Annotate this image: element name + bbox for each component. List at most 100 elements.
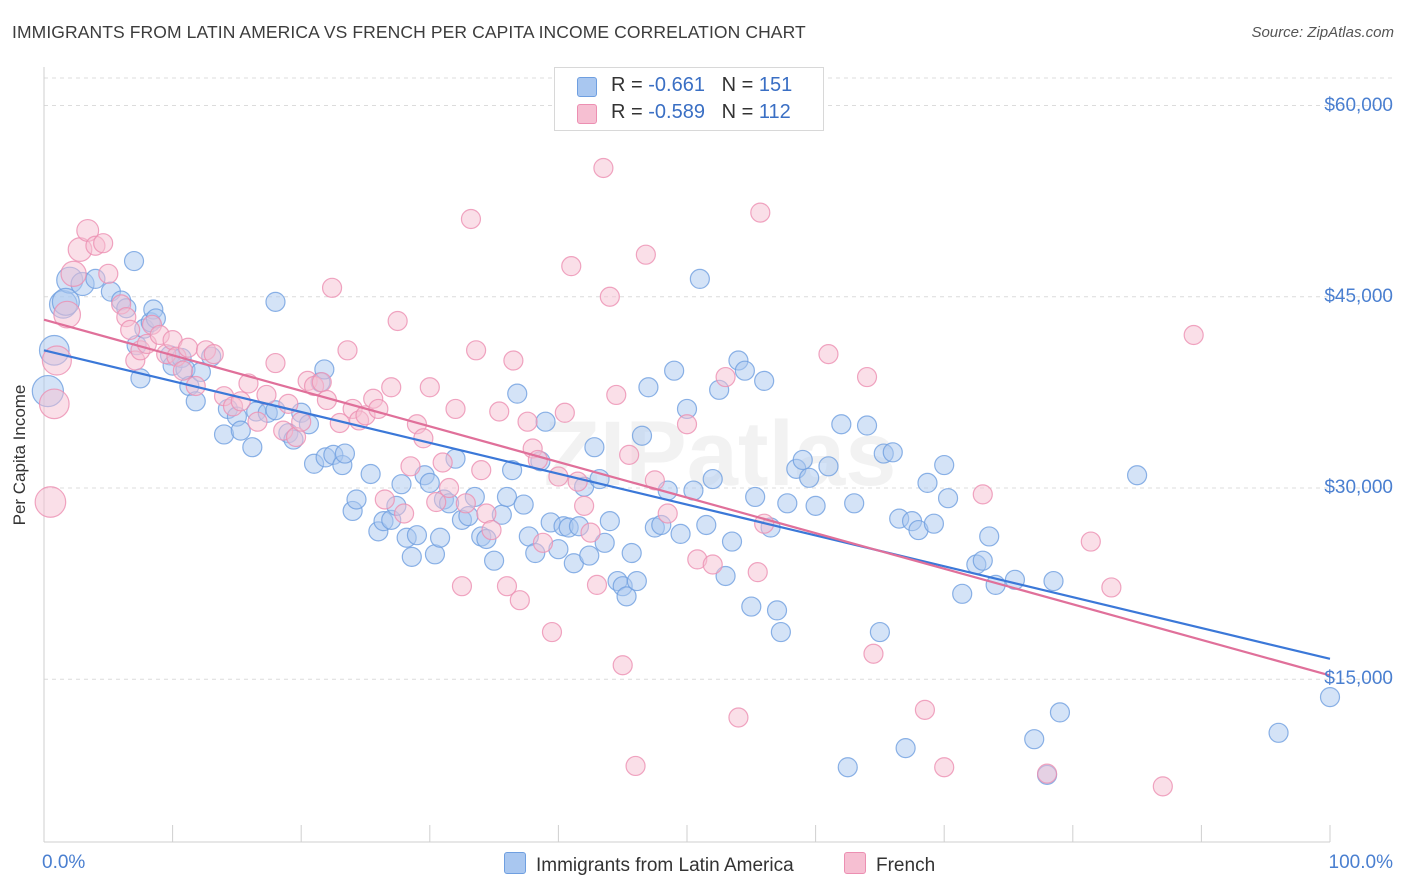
data-point	[1126, 465, 1148, 486]
data-point	[1319, 686, 1341, 708]
data-point	[242, 437, 263, 458]
data-point	[451, 576, 473, 597]
data-point	[426, 491, 447, 513]
data-point	[346, 489, 367, 510]
data-point	[657, 503, 678, 524]
data-point	[391, 474, 412, 495]
legend-r-label: R =	[611, 101, 643, 123]
data-point	[844, 493, 865, 514]
x-tick-label-max: 100.0%	[1328, 852, 1393, 873]
data-point	[863, 643, 884, 664]
data-point	[541, 621, 563, 643]
bottom-legend-label-french: French	[876, 855, 936, 876]
data-point	[400, 456, 421, 477]
trend-line-latin-america	[43, 349, 1331, 660]
data-point	[413, 428, 434, 449]
data-point	[561, 256, 582, 277]
data-point	[917, 472, 938, 493]
data-point	[574, 495, 595, 516]
data-point	[517, 411, 538, 432]
series-latin-america-points	[31, 250, 1341, 785]
data-point	[513, 494, 534, 515]
data-point	[265, 291, 286, 312]
data-point	[979, 526, 1000, 547]
data-point	[599, 511, 620, 532]
data-point	[120, 319, 141, 340]
data-point	[621, 542, 642, 564]
data-point	[334, 443, 356, 464]
data-point	[1183, 324, 1204, 346]
bottom-legend-swatch-french	[844, 852, 866, 874]
data-point	[952, 583, 973, 604]
data-point	[937, 488, 959, 509]
data-point	[230, 391, 251, 412]
data-point	[580, 522, 601, 543]
data-point	[503, 350, 524, 371]
data-point	[599, 286, 620, 307]
data-point	[502, 460, 523, 481]
data-point	[387, 310, 408, 332]
data-point	[638, 377, 659, 398]
data-point	[445, 398, 466, 420]
data-point	[818, 344, 839, 365]
data-point	[631, 425, 653, 446]
data-point	[1024, 729, 1045, 750]
data-point	[923, 513, 945, 534]
data-point	[291, 411, 312, 432]
data-point	[972, 484, 993, 505]
trend-lines	[43, 318, 1331, 677]
data-point	[532, 532, 554, 553]
data-point	[567, 471, 588, 492]
bottom-legend-latin-america: Immigrants from Latin America	[504, 852, 794, 877]
data-point	[715, 565, 736, 587]
data-point	[465, 340, 487, 361]
data-point	[481, 519, 502, 541]
data-point	[98, 263, 119, 284]
data-point	[754, 370, 775, 391]
data-point	[321, 277, 343, 298]
legend-r-value: -0.661	[648, 74, 705, 96]
axes	[43, 67, 1331, 843]
data-point	[728, 707, 749, 728]
data-point	[664, 360, 685, 381]
data-point	[496, 486, 518, 508]
data-point	[856, 415, 878, 436]
data-point	[360, 463, 381, 485]
data-point	[745, 486, 766, 508]
data-point	[489, 401, 510, 422]
data-point	[586, 574, 608, 596]
data-point	[471, 460, 492, 481]
data-point	[766, 600, 788, 621]
legend-n-label: N =	[721, 101, 754, 123]
bottom-legend-swatch-latin-america	[504, 852, 526, 874]
data-point	[401, 546, 422, 567]
data-point	[644, 470, 665, 491]
data-point	[438, 477, 460, 499]
data-point	[625, 755, 646, 777]
data-point	[594, 532, 615, 553]
legend-swatch-latin-america	[577, 77, 597, 97]
data-point	[696, 514, 717, 536]
chart-title: IMMIGRANTS FROM LATIN AMERICA VS FRENCH …	[12, 22, 806, 42]
data-point	[1049, 702, 1071, 723]
data-point	[934, 454, 955, 476]
data-point	[337, 340, 358, 361]
data-point	[792, 449, 813, 471]
y-axis-label: Per Capita Income	[10, 384, 29, 526]
data-point	[799, 467, 820, 488]
data-point	[1036, 763, 1058, 784]
data-point	[702, 468, 723, 490]
data-point	[579, 545, 600, 566]
legend-n-value: 112	[758, 101, 791, 123]
data-point	[702, 554, 723, 575]
data-point	[1043, 570, 1064, 592]
data-point	[818, 456, 839, 477]
data-point	[265, 352, 286, 374]
data-point	[432, 452, 453, 473]
data-point	[635, 244, 656, 265]
data-point	[230, 420, 251, 441]
data-point	[38, 388, 70, 420]
legend-n-value: 151	[758, 74, 793, 96]
data-point	[972, 550, 993, 571]
